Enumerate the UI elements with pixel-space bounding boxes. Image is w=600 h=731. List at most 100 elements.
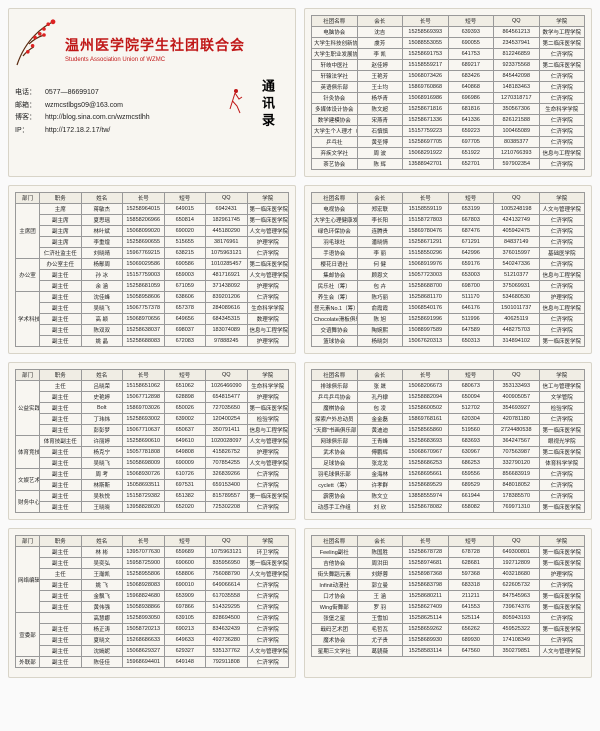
cell: 绿色环保协会 [312, 226, 358, 237]
cell: 459525322 [494, 624, 540, 635]
cell: 人文与管理学院 [247, 436, 289, 447]
cell: 284089616 [206, 303, 248, 314]
cell: Bolt [81, 403, 123, 414]
col-header: 职务 [40, 536, 82, 547]
cell: 659689 [164, 547, 206, 558]
cell: 刘晓晴 [81, 248, 123, 259]
col-header: 学院 [539, 536, 585, 547]
cell: 潘晓情 [357, 237, 403, 248]
table-row: 电视协会郑宏联151585591196531991005248198人文与管理学… [312, 204, 585, 215]
cell: 足球协会 [312, 458, 358, 469]
cell: 15157759223 [403, 126, 449, 137]
col-header: 短号 [164, 193, 206, 204]
cell: 副主任 [40, 270, 82, 281]
cell: 697531 [164, 480, 206, 491]
cell: 护理学院 [247, 281, 289, 292]
cell: 李长阳 [357, 215, 403, 226]
cell: 第一临床医学院 [247, 204, 289, 215]
cell: 仁济学院 [539, 414, 585, 425]
table-row: 副主任杨正涛15058720213690213834632439仁济学院 [16, 624, 289, 635]
cell: 120400254 [206, 414, 248, 425]
cell: 650814 [164, 215, 206, 226]
cell: 仁济学院 [539, 580, 585, 591]
cell: 672083 [164, 336, 206, 347]
cell: 828694500 [206, 613, 248, 624]
cell: 649148 [164, 657, 206, 668]
cell: 副主任 [40, 414, 82, 425]
cell: 15068540176 [403, 303, 449, 314]
cell: 石慎慎 [357, 126, 403, 137]
cell: 350791411 [206, 425, 248, 436]
cell: 15158729382 [123, 491, 165, 502]
table-row: 副主任孙 冰15157759003659003481716921人文与管理学院 [16, 270, 289, 281]
cell: 519560 [448, 425, 494, 436]
plum-blossom-icon [11, 11, 71, 71]
cell: 403218680 [494, 569, 540, 580]
cell: 650094 [448, 392, 494, 403]
col-header: 会长 [357, 536, 403, 547]
cell: 信息与工程学院 [247, 425, 289, 436]
cell: 1005248198 [494, 204, 540, 215]
cell: 金飘飞 [81, 591, 123, 602]
cell: 658806 [164, 569, 206, 580]
cell: 陈 旭 [357, 314, 403, 325]
dept-cell: 学术科技中心 [16, 292, 40, 347]
cell: 15858206966 [123, 215, 165, 226]
cell: 孙 冰 [81, 270, 123, 281]
cell: 1010285457 [206, 259, 248, 270]
cell: 182961745 [206, 215, 248, 226]
table-row: 主任王瀚凯15258955806658806756088790人文与管理学院 [16, 569, 289, 580]
cell: 15258671291 [403, 237, 449, 248]
cell: 653199 [448, 204, 494, 215]
cell: 副主任 [40, 447, 82, 458]
cell: 探索户外总动员 [312, 414, 358, 425]
cell: 陈 辉 [357, 159, 403, 170]
cell: 仁济学院 [539, 159, 585, 170]
table-row: 副主任沈嫣妮15068629327629327535137762人文与管理学院 [16, 646, 289, 657]
cell: 38176961 [206, 237, 248, 248]
cell: 周 波 [357, 148, 403, 159]
table-row: Feeling副社陈国胜15258678728678728649300801第一… [312, 547, 585, 558]
cell: 481716921 [206, 270, 248, 281]
cell: 15058938866 [123, 602, 165, 613]
cell: 683426 [448, 71, 494, 82]
cell: 511170 [448, 292, 494, 303]
cell: 620304 [448, 414, 494, 425]
cell: 681816 [448, 104, 494, 115]
cell: 690020 [164, 226, 206, 237]
cell: 15258697705 [403, 137, 449, 148]
cell: 15158559217 [403, 60, 449, 71]
cell: 671291 [448, 237, 494, 248]
cell: 文学管院 [539, 392, 585, 403]
cell: 834632439 [206, 624, 248, 635]
cell: 仁济学院 [539, 314, 585, 325]
cell: 639393 [448, 27, 494, 38]
table-row: 体育竞技中心体育技副主任许丽婷1525869061064961010200280… [16, 436, 289, 447]
cell: 杨晓剑 [357, 336, 403, 347]
cell: 数理学院 [247, 314, 289, 325]
cell: 孔丹棣 [357, 392, 403, 403]
cell: 659003 [164, 270, 206, 281]
cell: 史艳婷 [81, 392, 123, 403]
cell: 15967769215 [123, 248, 165, 259]
cell: 512702 [448, 403, 494, 414]
cell: 篮球协会 [312, 336, 358, 347]
cell: 540247336 [494, 259, 540, 270]
cell: 40625119 [494, 314, 540, 325]
cell: 葛骁薇 [357, 646, 403, 657]
cell: 仁济学院 [539, 325, 585, 336]
cell: 652020 [164, 502, 206, 513]
dept-cell: 宣委部 [16, 613, 40, 657]
cell: 314894102 [494, 336, 540, 347]
cell: 739674376 [494, 602, 540, 613]
cell: 15057723003 [403, 270, 449, 281]
cell: 周洪田 [357, 558, 403, 569]
cell: 651382 [164, 491, 206, 502]
cell: 80385377 [494, 137, 540, 148]
cell: 15258671336 [403, 115, 449, 126]
cell: 数学与工程学院 [539, 27, 585, 38]
dept-cell: 办公室 [16, 259, 40, 292]
cell: 何 健 [357, 259, 403, 270]
table-row: 副主任吴晓飞15067757378657378284089616生命科学学院 [16, 303, 289, 314]
table-row: 多媒体设计协会陈文超15258671816681816350567306生命科学… [312, 104, 585, 115]
